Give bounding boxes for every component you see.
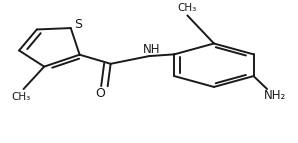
Text: NH: NH xyxy=(143,43,160,56)
Text: NH₂: NH₂ xyxy=(264,89,286,102)
Text: O: O xyxy=(95,88,105,100)
Text: CH₃: CH₃ xyxy=(178,3,197,13)
Text: CH₃: CH₃ xyxy=(11,92,30,102)
Text: S: S xyxy=(74,18,82,31)
